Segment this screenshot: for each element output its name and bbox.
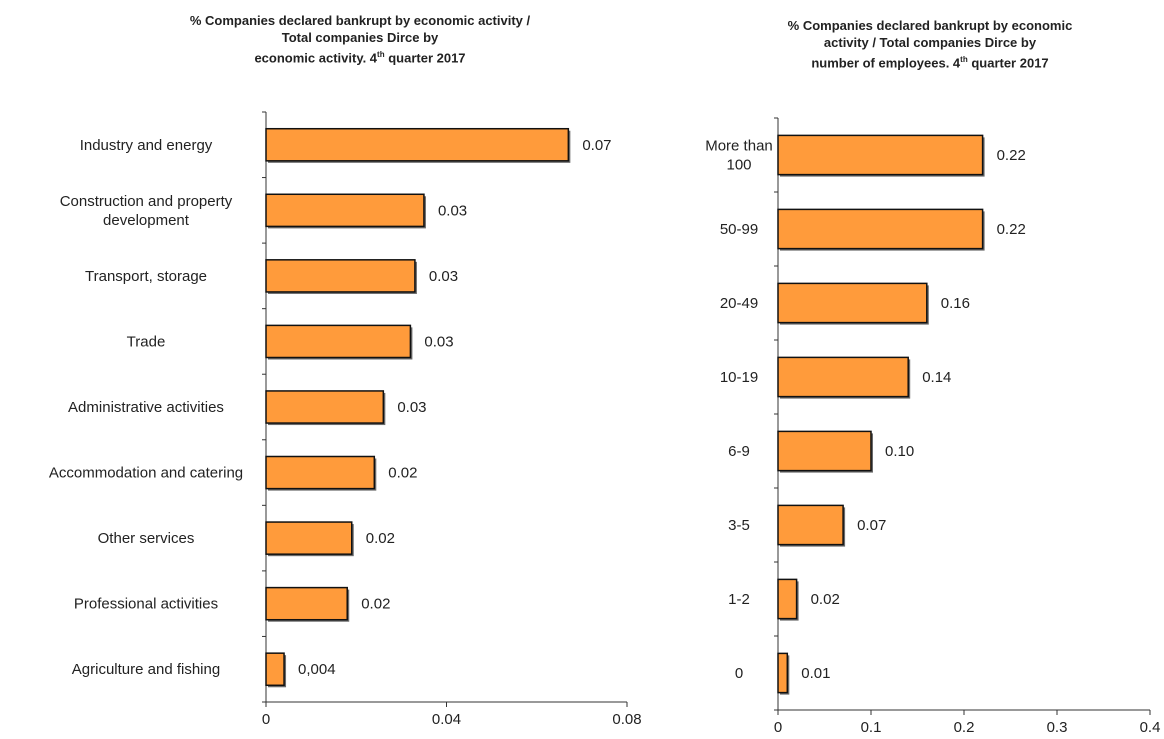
category-label-line: 10-19 — [720, 369, 758, 386]
data-label: 0.16 — [941, 295, 970, 312]
bar — [265, 324, 412, 359]
category-label: More than 100 — [705, 138, 773, 174]
category-label-line: 20-49 — [720, 295, 758, 312]
bar — [265, 586, 348, 621]
data-label: 0.14 — [922, 369, 951, 386]
category-label-line: Trade — [127, 333, 166, 350]
category-label-line: Agriculture and fishing — [72, 661, 220, 678]
x-tick-label: 0.08 — [612, 711, 641, 728]
x-tick-label: 0.1 — [861, 719, 882, 736]
bar — [265, 652, 285, 687]
bar — [777, 134, 984, 176]
category-label: Other services — [98, 530, 195, 547]
title-line: % Companies declared bankrupt by economi… — [189, 13, 531, 28]
title-line: activity / Total companies Dirce by — [823, 35, 1037, 50]
bar — [777, 356, 909, 398]
bar — [777, 652, 789, 694]
x-tick-label: 0.2 — [954, 719, 975, 736]
x-tick-label: 0 — [262, 711, 270, 728]
bar — [265, 390, 385, 424]
data-label: 0.03 — [397, 399, 426, 416]
title-line: economic activity. 4th quarter 2017 — [90, 46, 630, 66]
category-label-line: Professional activities — [74, 596, 218, 613]
category-label-line: Transport, storage — [85, 268, 207, 285]
bar — [777, 578, 798, 620]
category-label: Trade — [127, 333, 166, 350]
category-label-line: 1-2 — [728, 591, 750, 608]
x-tick-label: 0.3 — [1047, 719, 1068, 736]
bar — [265, 127, 570, 162]
data-label: 0.01 — [801, 665, 830, 682]
category-label-line: 3-5 — [728, 517, 750, 534]
bar — [265, 455, 376, 490]
category-label-line: Accommodation and catering — [49, 465, 243, 482]
x-tick-label: 0.04 — [432, 711, 461, 728]
title-line-text: quarter 2017 — [967, 55, 1049, 71]
category-label-line: More than — [705, 138, 773, 155]
data-label: 0.07 — [582, 137, 611, 154]
category-label-line: Construction and property — [60, 193, 233, 210]
data-label: 0.02 — [366, 530, 395, 547]
category-label-line: 50-99 — [720, 221, 758, 238]
category-label: Industry and energy — [80, 137, 213, 154]
x-tick-label: 0.4 — [1140, 719, 1161, 736]
data-label: 0.07 — [857, 517, 886, 534]
bar — [265, 193, 425, 228]
category-label: Construction and property development — [60, 193, 233, 229]
category-label-line: Administrative activities — [68, 399, 224, 416]
data-label: 0.03 — [429, 268, 458, 285]
category-label-line: 6-9 — [728, 443, 750, 460]
title-superscript: th — [960, 55, 968, 64]
data-label: 0.02 — [388, 465, 417, 482]
data-label: 0.22 — [997, 221, 1026, 238]
category-label: 0 — [735, 665, 743, 682]
category-label: 20-49 — [720, 295, 758, 312]
bar — [777, 504, 844, 546]
category-label-line: Other services — [98, 530, 195, 547]
data-label: 0,004 — [298, 661, 336, 678]
category-label: 3-5 — [728, 517, 750, 534]
category-label: Administrative activities — [68, 399, 224, 416]
category-label: 1-2 — [728, 591, 750, 608]
category-label: 50-99 — [720, 221, 758, 238]
data-label: 0.10 — [885, 443, 914, 460]
data-label: 0.02 — [361, 596, 390, 613]
bar — [777, 430, 872, 472]
title-line: % Companies declared bankrupt by economi… — [787, 18, 1073, 33]
category-label: Professional activities — [74, 596, 218, 613]
bar — [777, 282, 928, 324]
category-label-line: 100 — [726, 157, 751, 174]
title-superscript: th — [377, 50, 385, 59]
category-label: 6-9 — [728, 443, 750, 460]
title-line-text: economic activity. 4 — [254, 50, 378, 66]
category-label: 10-19 — [720, 369, 758, 386]
category-label-line: 0 — [735, 665, 743, 682]
category-label: Accommodation and catering — [49, 465, 243, 482]
title-line-text: quarter 2017 — [384, 50, 466, 66]
data-label: 0.03 — [424, 333, 453, 350]
chart-title-economic-activity: % Companies declared bankrupt by economi… — [90, 12, 630, 66]
category-label: Transport, storage — [85, 268, 207, 285]
chart-title-employees: % Companies declared bankrupt by economi… — [700, 17, 1160, 71]
category-label-line: Industry and energy — [80, 137, 213, 154]
data-label: 0.02 — [811, 591, 840, 608]
bar — [777, 208, 984, 250]
data-label: 0.03 — [438, 202, 467, 219]
bar — [265, 259, 416, 293]
category-label-line: development — [103, 212, 190, 229]
x-tick-label: 0 — [774, 719, 782, 736]
title-line: number of employees. 4th quarter 2017 — [700, 51, 1160, 71]
title-line: Total companies Dirce by — [281, 30, 439, 45]
category-label: Agriculture and fishing — [72, 661, 220, 678]
title-line-text: number of employees. 4 — [811, 55, 961, 71]
bar — [265, 521, 353, 555]
data-label: 0.22 — [997, 147, 1026, 164]
